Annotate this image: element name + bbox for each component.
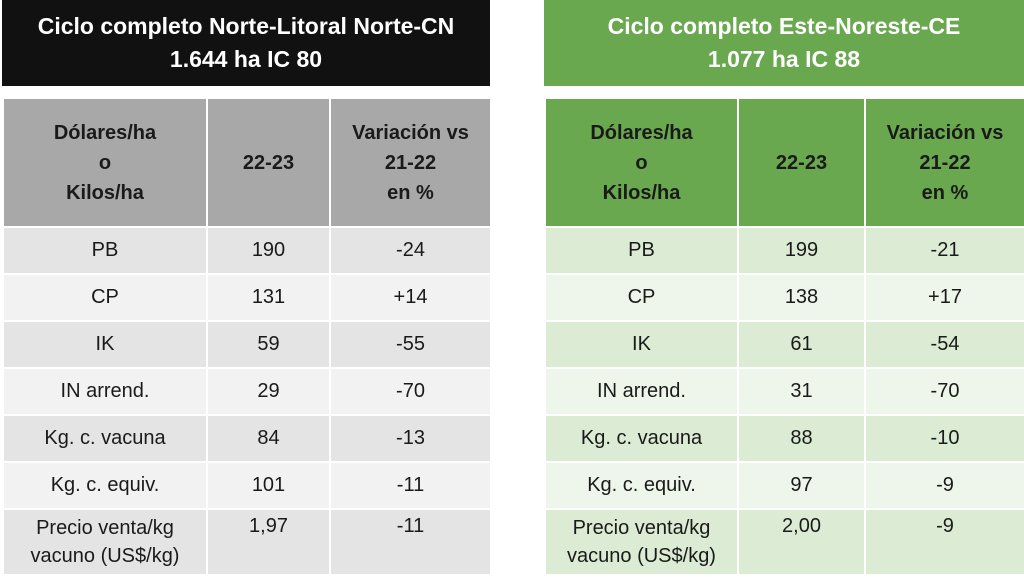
header-units: Dólares/ha o Kilos/ha <box>2 97 208 228</box>
row-label: PB <box>2 226 208 275</box>
table-header-row: Dólares/ha o Kilos/ha 22-23 Variación vs… <box>2 97 492 228</box>
row-value: 138 <box>737 273 866 322</box>
table-row: PB 190 -24 <box>2 226 492 275</box>
row-change: -70 <box>329 367 492 416</box>
header-season: 22-23 <box>737 97 866 228</box>
table-row: IK 61 -54 <box>544 320 1024 369</box>
table-row: Kg. c. equiv. 97 -9 <box>544 461 1024 510</box>
table-row: Kg. c. equiv. 101 -11 <box>2 461 492 510</box>
row-label: IK <box>2 320 208 369</box>
row-value: 101 <box>206 461 331 510</box>
row-change: -55 <box>329 320 492 369</box>
row-value: 29 <box>206 367 331 416</box>
header-units: Dólares/ha o Kilos/ha <box>544 97 739 228</box>
row-label: Kg. c. equiv. <box>2 461 208 510</box>
table-row: Precio venta/kg vacuno (US$/kg) 1,97 -11 <box>2 508 492 576</box>
table-row: IK 59 -55 <box>2 320 492 369</box>
table-row: CP 131 +14 <box>2 273 492 322</box>
row-change: -11 <box>329 508 492 576</box>
header-season: 22-23 <box>206 97 331 228</box>
row-label: Kg. c. equiv. <box>544 461 739 510</box>
row-change: -13 <box>329 414 492 463</box>
row-label: Kg. c. vacuna <box>2 414 208 463</box>
row-value: 190 <box>206 226 331 275</box>
row-change: -11 <box>329 461 492 510</box>
panel-title-banner: Ciclo completo Este-Noreste-CE 1.077 ha … <box>544 0 1024 86</box>
row-label: Kg. c. vacuna <box>544 414 739 463</box>
table-header-row: Dólares/ha o Kilos/ha 22-23 Variación vs… <box>544 97 1024 228</box>
panel-title-banner: Ciclo completo Norte-Litoral Norte-CN 1.… <box>2 0 490 86</box>
row-label: CP <box>544 273 739 322</box>
header-variation: Variación vs 21-22 en % <box>864 97 1024 228</box>
table-row: Precio venta/kg vacuno (US$/kg) 2,00 -9 <box>544 508 1024 576</box>
row-change: -10 <box>864 414 1024 463</box>
header-variation: Variación vs 21-22 en % <box>329 97 492 228</box>
row-value: 97 <box>737 461 866 510</box>
row-value: 59 <box>206 320 331 369</box>
row-label: IN arrend. <box>2 367 208 416</box>
row-value: 61 <box>737 320 866 369</box>
row-label: CP <box>2 273 208 322</box>
table-row: Kg. c. vacuna 88 -10 <box>544 414 1024 463</box>
row-value: 199 <box>737 226 866 275</box>
row-change: +17 <box>864 273 1024 322</box>
row-change: -54 <box>864 320 1024 369</box>
row-change: +14 <box>329 273 492 322</box>
table-row: IN arrend. 31 -70 <box>544 367 1024 416</box>
row-change: -9 <box>864 508 1024 576</box>
row-value: 88 <box>737 414 866 463</box>
row-label: Precio venta/kg vacuno (US$/kg) <box>2 508 208 576</box>
row-value: 84 <box>206 414 331 463</box>
panel-subtitle: 1.644 ha IC 80 <box>169 46 323 72</box>
row-value: 31 <box>737 367 866 416</box>
row-value: 1,97 <box>206 508 331 576</box>
results-table: Dólares/ha o Kilos/ha 22-23 Variación vs… <box>2 97 492 576</box>
row-change: -21 <box>864 226 1024 275</box>
panel-este-noreste: Ciclo completo Este-Noreste-CE 1.077 ha … <box>544 0 1024 576</box>
row-label: PB <box>544 226 739 275</box>
row-label: IN arrend. <box>544 367 739 416</box>
row-change: -70 <box>864 367 1024 416</box>
row-label: Precio venta/kg vacuno (US$/kg) <box>544 508 739 576</box>
results-table: Dólares/ha o Kilos/ha 22-23 Variación vs… <box>544 97 1024 576</box>
row-change: -24 <box>329 226 492 275</box>
row-value: 131 <box>206 273 331 322</box>
panel-subtitle: 1.077 ha IC 88 <box>707 46 861 72</box>
row-value: 2,00 <box>737 508 866 576</box>
table-row: Kg. c. vacuna 84 -13 <box>2 414 492 463</box>
panel-title: Ciclo completo Norte-Litoral Norte-CN <box>37 13 455 39</box>
row-change: -9 <box>864 461 1024 510</box>
panel-title: Ciclo completo Este-Noreste-CE <box>607 13 961 39</box>
table-row: IN arrend. 29 -70 <box>2 367 492 416</box>
row-label: IK <box>544 320 739 369</box>
table-row: PB 199 -21 <box>544 226 1024 275</box>
panel-norte-litoral: Ciclo completo Norte-Litoral Norte-CN 1.… <box>2 0 492 576</box>
table-row: CP 138 +17 <box>544 273 1024 322</box>
